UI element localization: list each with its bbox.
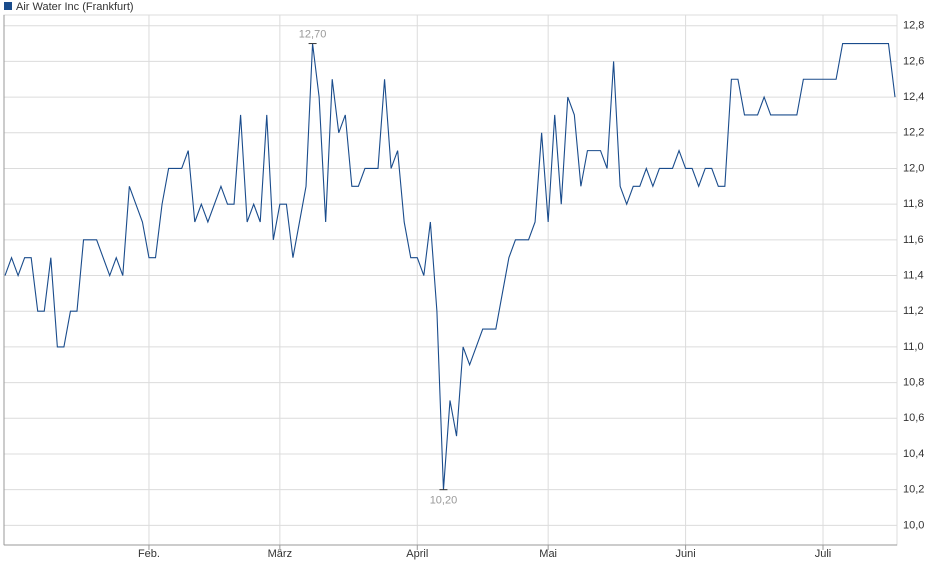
x-tick-label: Juli <box>815 548 832 560</box>
y-tick-label: 11,2 <box>903 305 924 317</box>
x-tick-label: März <box>268 548 292 560</box>
x-tick-label: Mai <box>539 548 557 560</box>
y-tick-label: 10,6 <box>903 412 924 424</box>
x-tick-label: April <box>406 548 428 560</box>
y-tick-label: 12,2 <box>903 127 924 139</box>
y-tick-label: 10,8 <box>903 377 924 389</box>
y-tick-label: 12,8 <box>903 20 924 32</box>
x-tick-label: Juni <box>675 548 695 560</box>
annotation-label: 10,20 <box>430 495 458 507</box>
y-tick-label: 12,4 <box>903 91 924 103</box>
legend-swatch <box>4 2 12 10</box>
annotation-label: 12,70 <box>299 28 327 40</box>
y-tick-label: 10,4 <box>903 448 924 460</box>
y-tick-label: 11,4 <box>903 269 924 281</box>
legend-label: Air Water Inc (Frankfurt) <box>16 1 134 13</box>
y-tick-label: 11,0 <box>903 341 924 353</box>
y-tick-label: 11,8 <box>903 198 924 210</box>
y-tick-label: 12,0 <box>903 162 924 174</box>
y-tick-label: 12,6 <box>903 55 924 67</box>
y-tick-label: 10,0 <box>903 519 924 531</box>
y-tick-label: 11,6 <box>903 234 924 246</box>
price-line <box>4 43 896 490</box>
y-tick-label: 10,2 <box>903 484 924 496</box>
x-tick-label: Feb. <box>138 548 160 560</box>
